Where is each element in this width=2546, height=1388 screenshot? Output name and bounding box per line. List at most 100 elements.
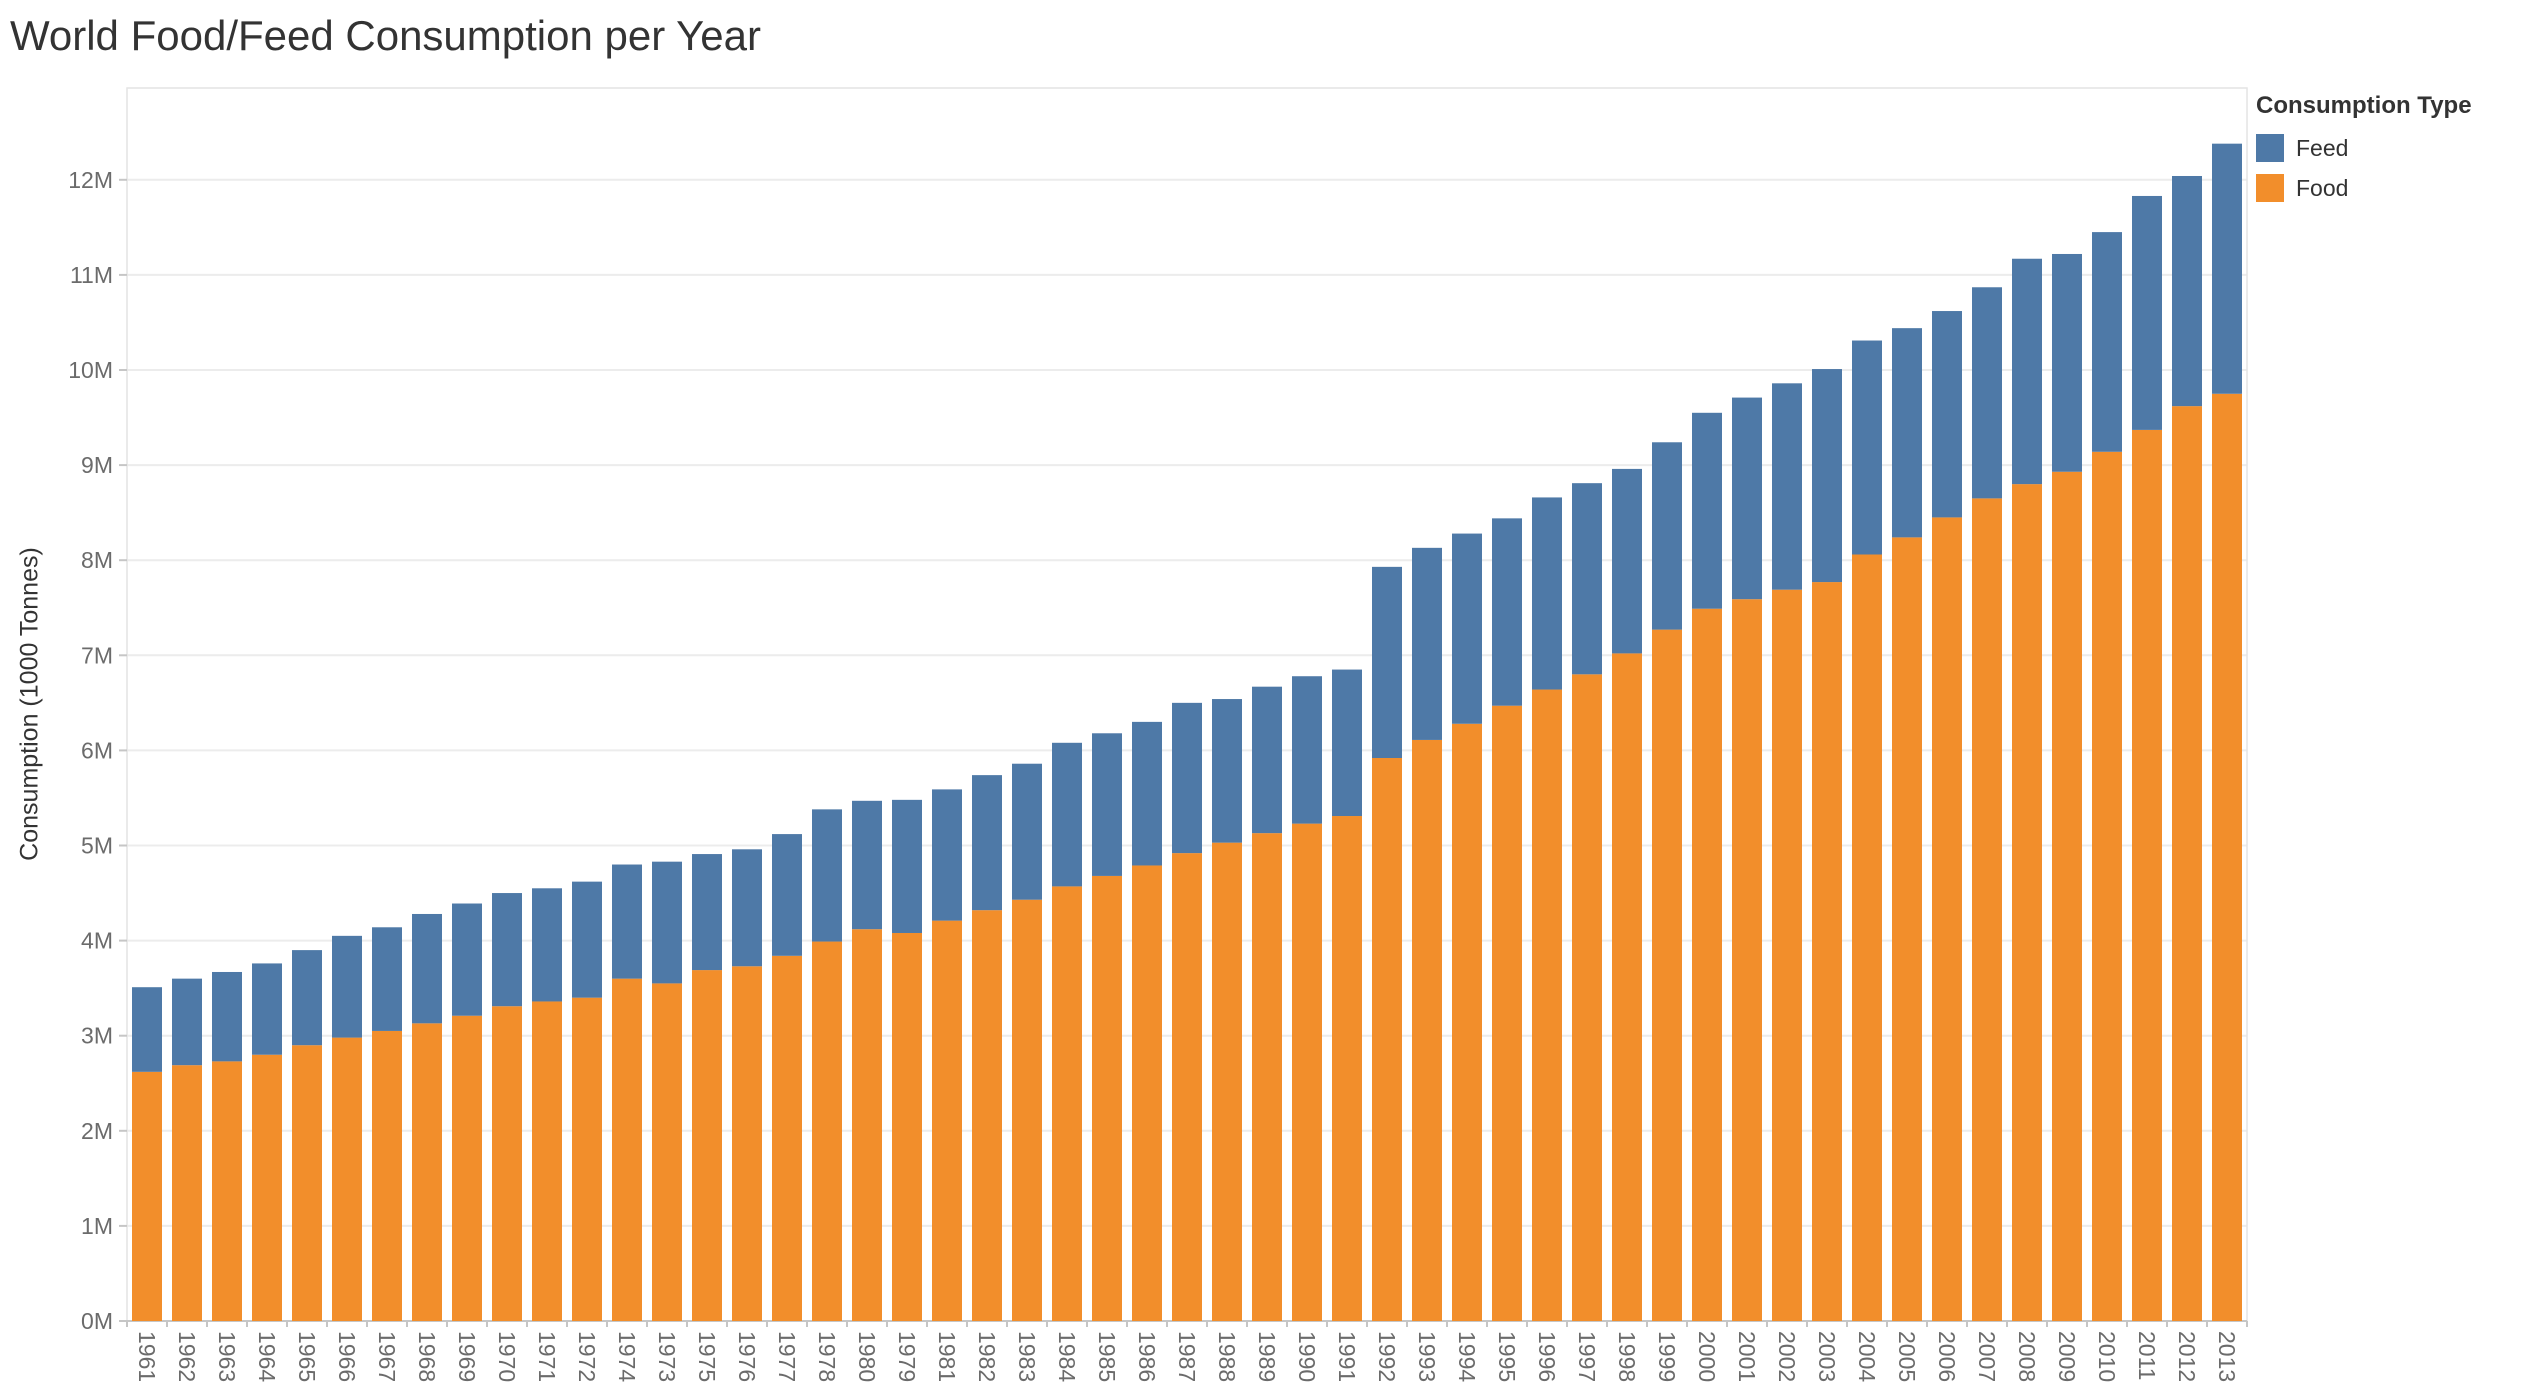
bar-1986-food[interactable] <box>1132 865 1162 1321</box>
bar-1982-food[interactable] <box>972 910 1002 1321</box>
bar-1962-feed[interactable] <box>172 978 202 1066</box>
bar-1987-food[interactable] <box>1172 853 1202 1321</box>
bar-1972-food[interactable] <box>572 997 602 1321</box>
bar-1997-feed[interactable] <box>1572 483 1602 675</box>
bar-2010-food[interactable] <box>2092 451 2122 1321</box>
bar-2007-food[interactable] <box>1972 498 2002 1321</box>
bar-2012-feed[interactable] <box>2172 175 2202 407</box>
bar-1996-food[interactable] <box>1532 689 1562 1321</box>
bar-1963-food[interactable] <box>212 1061 242 1321</box>
bar-1974-feed[interactable] <box>612 864 642 979</box>
bar-1966-food[interactable] <box>332 1037 362 1321</box>
bar-1970-food[interactable] <box>492 1006 522 1321</box>
bar-1988-feed[interactable] <box>1212 699 1242 843</box>
bar-1983-feed[interactable] <box>1012 763 1042 900</box>
bar-1972-feed[interactable] <box>572 881 602 998</box>
bar-1980-feed[interactable] <box>852 800 882 930</box>
bar-1985-food[interactable] <box>1092 875 1122 1321</box>
bar-1966-feed[interactable] <box>332 935 362 1038</box>
legend-item-feed[interactable]: Feed <box>2256 134 2544 162</box>
bar-1996-feed[interactable] <box>1532 497 1562 690</box>
bar-2002-feed[interactable] <box>1772 383 1802 590</box>
bar-1991-feed[interactable] <box>1332 669 1362 817</box>
bar-1967-feed[interactable] <box>372 927 402 1031</box>
bar-2011-food[interactable] <box>2132 429 2162 1322</box>
bar-1997-food[interactable] <box>1572 674 1602 1321</box>
bar-2004-feed[interactable] <box>1852 340 1882 555</box>
bar-1965-feed[interactable] <box>292 950 322 1046</box>
bar-2011-feed[interactable] <box>2132 195 2162 430</box>
bar-2012-food[interactable] <box>2172 406 2202 1321</box>
bar-1985-feed[interactable] <box>1092 733 1122 876</box>
bar-2005-food[interactable] <box>1892 537 1922 1321</box>
bar-1983-food[interactable] <box>1012 899 1042 1321</box>
bar-1979-food[interactable] <box>892 932 922 1321</box>
bar-2013-feed[interactable] <box>2212 143 2242 394</box>
feed-color-swatch[interactable] <box>2256 134 2284 162</box>
bar-1981-feed[interactable] <box>932 789 962 921</box>
bar-1984-feed[interactable] <box>1052 742 1082 887</box>
bar-1986-feed[interactable] <box>1132 721 1162 866</box>
bar-1968-food[interactable] <box>412 1023 442 1321</box>
bar-1993-feed[interactable] <box>1412 547 1442 740</box>
bar-1998-food[interactable] <box>1612 653 1642 1321</box>
bar-1995-feed[interactable] <box>1492 518 1522 706</box>
bar-2002-food[interactable] <box>1772 589 1802 1321</box>
bar-2000-food[interactable] <box>1692 608 1722 1321</box>
bar-1981-food[interactable] <box>932 920 962 1321</box>
bar-1977-feed[interactable] <box>772 834 802 956</box>
bar-2005-feed[interactable] <box>1892 328 1922 538</box>
bar-2008-food[interactable] <box>2012 484 2042 1321</box>
bar-1973-food[interactable] <box>652 983 682 1321</box>
legend-item-food[interactable]: Food <box>2256 174 2544 202</box>
bar-1999-feed[interactable] <box>1652 442 1682 630</box>
bar-1975-feed[interactable] <box>692 854 722 971</box>
bar-1990-feed[interactable] <box>1292 676 1322 824</box>
bar-1989-feed[interactable] <box>1252 686 1282 834</box>
bar-1991-food[interactable] <box>1332 816 1362 1321</box>
bar-1995-food[interactable] <box>1492 705 1522 1321</box>
bar-1973-feed[interactable] <box>652 861 682 984</box>
bar-2003-food[interactable] <box>1812 582 1842 1321</box>
bar-1961-food[interactable] <box>132 1071 162 1321</box>
bar-1978-feed[interactable] <box>812 809 842 942</box>
bar-1974-food[interactable] <box>612 978 642 1321</box>
bar-2006-feed[interactable] <box>1932 311 1962 518</box>
bar-2010-feed[interactable] <box>2092 232 2122 452</box>
bar-1965-food[interactable] <box>292 1045 322 1321</box>
bar-2001-food[interactable] <box>1732 599 1762 1321</box>
bar-2009-feed[interactable] <box>2052 253 2082 472</box>
bar-1976-feed[interactable] <box>732 849 762 967</box>
bar-2008-feed[interactable] <box>2012 258 2042 485</box>
bar-1964-feed[interactable] <box>252 963 282 1055</box>
bar-1970-feed[interactable] <box>492 893 522 1007</box>
bar-1977-food[interactable] <box>772 955 802 1321</box>
food-color-swatch[interactable] <box>2256 174 2284 202</box>
bar-1976-food[interactable] <box>732 966 762 1321</box>
bar-1990-food[interactable] <box>1292 823 1322 1321</box>
bar-1963-feed[interactable] <box>212 971 242 1062</box>
bar-2003-feed[interactable] <box>1812 369 1842 583</box>
bar-1969-feed[interactable] <box>452 903 482 1016</box>
bar-1982-feed[interactable] <box>972 775 1002 911</box>
bar-1964-food[interactable] <box>252 1054 282 1321</box>
bar-1979-feed[interactable] <box>892 799 922 933</box>
bar-1971-food[interactable] <box>532 1001 562 1321</box>
bar-1992-food[interactable] <box>1372 758 1402 1321</box>
bar-2013-food[interactable] <box>2212 393 2242 1321</box>
bar-1994-food[interactable] <box>1452 723 1482 1321</box>
bar-1992-feed[interactable] <box>1372 566 1402 759</box>
bar-1975-food[interactable] <box>692 970 722 1321</box>
bar-1988-food[interactable] <box>1212 842 1242 1321</box>
bar-2004-food[interactable] <box>1852 554 1882 1321</box>
bar-1993-food[interactable] <box>1412 739 1442 1321</box>
bar-2001-feed[interactable] <box>1732 397 1762 600</box>
bar-1971-feed[interactable] <box>532 888 562 1002</box>
bar-1980-food[interactable] <box>852 929 882 1321</box>
bar-1969-food[interactable] <box>452 1015 482 1321</box>
bar-1968-feed[interactable] <box>412 913 442 1024</box>
bar-1978-food[interactable] <box>812 941 842 1321</box>
bar-1961-feed[interactable] <box>132 987 162 1072</box>
bar-2006-food[interactable] <box>1932 517 1962 1321</box>
bar-2009-food[interactable] <box>2052 471 2082 1322</box>
